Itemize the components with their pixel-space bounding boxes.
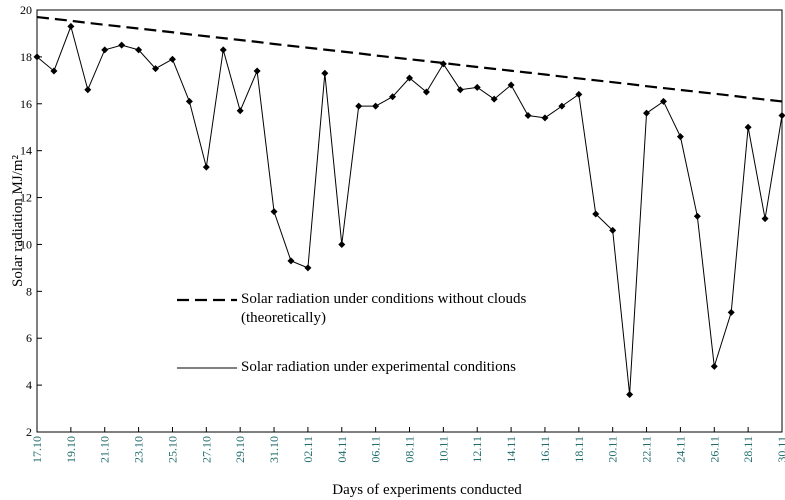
x-tick-label: 29.10 xyxy=(233,436,247,463)
data-point xyxy=(439,60,447,68)
data-point xyxy=(287,257,295,265)
legend-label: Solar radiation under experimental condi… xyxy=(241,359,516,375)
x-tick-label: 17.10 xyxy=(30,436,44,463)
x-tick-label: 10.11 xyxy=(436,436,450,463)
data-point xyxy=(676,133,684,141)
data-point xyxy=(592,210,600,218)
series-line xyxy=(36,24,783,395)
x-tick-label: 21.10 xyxy=(98,436,112,463)
x-tick-label: 22.11 xyxy=(640,436,654,463)
y-tick-label: 10 xyxy=(20,237,32,251)
x-tick-label: 18.11 xyxy=(572,436,586,463)
data-point xyxy=(202,163,210,171)
y-tick-label: 12 xyxy=(20,191,32,205)
x-tick-label: 04.11 xyxy=(335,436,349,463)
x-tick-label: 31.10 xyxy=(267,436,281,463)
x-tick-label: 02.11 xyxy=(301,436,315,463)
data-point xyxy=(304,264,312,272)
data-point xyxy=(626,390,634,398)
data-point xyxy=(541,114,549,122)
data-point xyxy=(219,46,227,54)
data-point xyxy=(135,46,143,54)
data-point xyxy=(50,67,58,75)
data-point xyxy=(33,53,41,61)
series-line xyxy=(36,15,783,103)
x-tick-label: 23.10 xyxy=(132,436,146,463)
data-point xyxy=(321,69,329,77)
y-tick-label: 4 xyxy=(26,378,32,392)
data-point xyxy=(422,88,430,96)
data-point xyxy=(778,112,785,119)
data-point xyxy=(118,41,126,49)
x-tick-label: 12.11 xyxy=(470,436,484,463)
data-point xyxy=(168,55,176,63)
x-tick-label: 28.11 xyxy=(741,436,755,463)
data-point xyxy=(101,46,109,54)
y-tick-label: 14 xyxy=(20,144,32,158)
x-tick-label: 08.11 xyxy=(403,436,417,463)
data-point xyxy=(693,212,701,220)
x-tick-label: 19.10 xyxy=(64,436,78,463)
x-tick-label: 20.11 xyxy=(606,436,620,463)
y-axis-label: Solar radiation MJ/m² xyxy=(10,155,26,287)
y-tick-label: 20 xyxy=(20,3,32,17)
data-point xyxy=(659,97,667,105)
x-tick-label: 27.10 xyxy=(199,436,213,463)
data-point xyxy=(761,215,769,223)
data-point xyxy=(524,112,532,119)
y-tick-label: 8 xyxy=(26,284,32,298)
data-point xyxy=(338,240,346,248)
data-point xyxy=(507,81,515,89)
data-point xyxy=(406,74,413,82)
x-tick-label: 14.11 xyxy=(504,436,518,463)
x-tick-label: 06.11 xyxy=(369,436,383,463)
data-point xyxy=(372,102,380,110)
data-point xyxy=(84,86,92,94)
x-tick-label: 24.11 xyxy=(673,436,687,463)
data-point xyxy=(389,93,397,101)
data-point xyxy=(727,308,735,316)
x-tick-label: 26.11 xyxy=(707,436,721,463)
x-axis-label: Days of experiments conducted xyxy=(332,482,522,498)
data-point xyxy=(575,90,583,98)
data-point xyxy=(710,362,718,370)
data-point xyxy=(185,97,193,105)
data-point xyxy=(253,67,261,75)
data-point xyxy=(456,86,464,94)
y-tick-label: 16 xyxy=(20,97,32,111)
data-point xyxy=(473,83,481,91)
x-tick-label: 25.10 xyxy=(165,436,179,463)
data-point xyxy=(152,65,160,73)
x-tick-label: 30.11 xyxy=(775,436,785,463)
data-point xyxy=(558,102,566,110)
y-tick-label: 18 xyxy=(20,50,32,64)
data-point xyxy=(270,208,278,216)
data-point xyxy=(67,22,75,30)
y-tick-label: 2 xyxy=(26,425,32,439)
data-point xyxy=(355,102,363,110)
data-point xyxy=(744,123,752,131)
data-point xyxy=(609,226,617,234)
x-tick-label: 16.11 xyxy=(538,436,552,463)
y-tick-label: 6 xyxy=(26,331,32,345)
legend-label: Solar radiation under conditions without… xyxy=(241,291,527,326)
data-point xyxy=(490,95,498,103)
data-point xyxy=(643,109,651,117)
data-point xyxy=(236,107,244,115)
